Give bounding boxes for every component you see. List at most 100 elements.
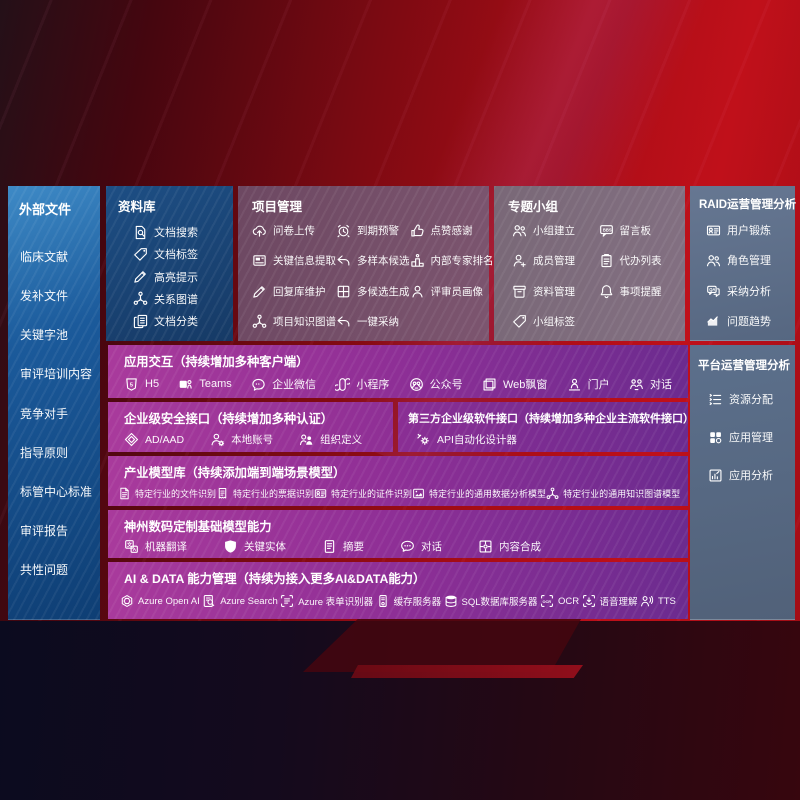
feature-item: T Teams	[178, 377, 232, 392]
feature-item: TTS	[640, 594, 676, 608]
feature-label: 机器翻译	[145, 541, 187, 553]
feature-label: 公众号	[429, 379, 463, 391]
graph-icon	[252, 314, 267, 329]
feature-label: 回复库维护	[273, 285, 326, 298]
band-title: 神州数码定制基础模型能力	[124, 520, 272, 534]
tag-icon	[133, 247, 148, 262]
feature-label: 到期预警	[357, 225, 399, 237]
feature-label: 摘要	[343, 541, 364, 553]
feature-label: 标管中心标准	[20, 484, 93, 499]
api-gear-icon	[416, 432, 431, 447]
feature-item: 到期预警	[336, 223, 410, 238]
org-people-icon	[299, 432, 314, 447]
feature-label: AD/AAD	[145, 433, 185, 446]
feature-label: 内容合成	[499, 541, 541, 553]
feature-item: Azure Search	[202, 594, 278, 608]
feature-item: BBS 留言板	[599, 223, 681, 238]
feature-item: Web飘窗	[482, 376, 547, 392]
graph-icon	[133, 291, 148, 306]
feature-item: 文 A 机器翻译	[124, 539, 187, 554]
feature-item: 语音理解	[582, 594, 638, 608]
feature-label: Web飘窗	[502, 379, 548, 391]
section-platform-analysis: 平台运营管理分析 资源分配 应用管理 应用分析	[690, 345, 795, 620]
wechat-work-icon	[251, 377, 266, 392]
feature-label: 关系图谱	[154, 293, 198, 306]
feature-item: 回复库维护	[252, 284, 336, 299]
graph-icon	[546, 487, 559, 500]
svg-text:OCR: OCR	[543, 600, 552, 604]
feature-item: 多样本候选	[336, 253, 410, 268]
feature-item: 项目知识图谱	[252, 314, 336, 329]
feature-label: SQL数据库服务器	[461, 597, 538, 608]
feature-label: 评审员画像	[430, 285, 484, 298]
band-security-api: 企业级安全接口（持续增加多种认证） AD/AAD 本地账号 组织定义	[108, 402, 393, 452]
apps-icon	[708, 430, 723, 445]
feature-item: 标管中心标准	[20, 483, 100, 500]
speech-icon	[582, 594, 596, 608]
external-files-list: 临床文献 发补文件 关键字池 审评培训内容 竞争对手 指导原则 标管中心标准 审评报告 共性问题	[8, 218, 100, 620]
svg-text:5: 5	[130, 382, 134, 388]
chat-dots-icon	[400, 539, 415, 554]
feature-label: 资源分配	[729, 394, 773, 406]
feature-item: 公众号	[409, 376, 463, 392]
feature-label: Azure 表单识别器	[298, 597, 374, 608]
feature-label: 多样本候选	[357, 255, 410, 268]
form-recognizer-icon	[280, 594, 294, 608]
a-shield-icon: A	[223, 539, 238, 554]
clipboard-icon	[599, 253, 614, 268]
svg-text:文: 文	[127, 542, 133, 549]
feature-label: 关键字池	[20, 328, 69, 343]
feature-label: 审评报告	[20, 523, 69, 538]
feature-label: 企业微信	[272, 379, 317, 391]
band-base-models: 神州数码定制基础模型能力 文 A 机器翻译 A 关键实体 摘要 对话 内容合成	[108, 510, 688, 558]
cloud-upload-icon	[252, 223, 267, 238]
trend-icon	[706, 313, 721, 328]
pencil-icon	[133, 269, 148, 284]
person-icon	[410, 284, 425, 299]
miniprogram-icon	[335, 377, 351, 392]
feature-label: 特定行业的证件识别	[331, 489, 413, 499]
feature-item: 关键字池	[20, 326, 100, 343]
feature-item: 审评报告	[20, 522, 100, 539]
feature-label: 项目知识图谱	[273, 315, 336, 328]
feature-label: API自动化设计器	[437, 433, 517, 446]
feature-label: 组织定义	[320, 434, 363, 446]
raid-list: 用户锻炼 角色管理 QA 采纳分析 问题趋势	[690, 212, 795, 341]
image-model-icon	[412, 487, 425, 500]
feature-item: 审评培训内容	[20, 365, 100, 382]
archive-icon	[512, 284, 527, 299]
people-icon	[512, 223, 527, 238]
svg-text:A: A	[228, 544, 233, 551]
feature-item: 特定行业的文件识别	[118, 487, 216, 500]
html5-icon: 5	[124, 377, 139, 392]
feature-label: 门户	[587, 379, 610, 391]
feature-label: 资料管理	[533, 285, 575, 298]
band-title: 第三方企业级软件接口（持续增加多种企业主流软件接口）	[408, 413, 694, 425]
band-industry-models: 产业模型库（持续添加端到端场景模型） 特定行业的文件识别 特定行业的票据识别 特定行…	[108, 456, 688, 506]
feature-item: 特定行业的票据识别	[216, 487, 314, 500]
feature-label: 文档标签	[154, 249, 198, 262]
section-raid-analysis: RAID运营管理分析 用户锻炼 角色管理 QA 采纳分析 问题趋势	[690, 186, 796, 341]
azure-search-icon	[202, 594, 216, 608]
card-extract-icon	[252, 253, 267, 268]
doc-file-icon	[118, 487, 131, 500]
official-account-icon	[409, 377, 424, 392]
feature-label: Teams	[199, 378, 232, 390]
bbs-icon: BBS	[599, 223, 614, 238]
web-window-icon	[482, 377, 497, 392]
feature-item: 小组标签	[512, 314, 599, 329]
svg-text:T: T	[182, 382, 186, 388]
feature-label: 应用管理	[729, 432, 773, 444]
feature-label: 特定行业的通用知识图谱模型	[563, 489, 681, 499]
feature-label: 关键信息提取	[273, 255, 336, 268]
feature-item: AD/AAD	[124, 432, 184, 447]
feature-label: TTS	[657, 595, 676, 607]
feature-item: 发补文件	[20, 287, 100, 304]
feature-label: 角色管理	[727, 255, 771, 268]
topic-groups-list: 小组建立 BBS 留言板 成员管理 代办列表 资料管理 事项提醒 小组标签	[494, 215, 685, 341]
project-list: 问卷上传 到期预警 点赞感谢 关键信息提取 多样本候选 内部专家排名 回复库维护 多候选生成 评…	[238, 215, 494, 341]
people-icon	[706, 253, 721, 268]
feature-label: 临床文献	[20, 250, 69, 264]
band-title: AI & DATA 能力管理（持续为接入更多AI&DATA能力）	[124, 572, 426, 586]
